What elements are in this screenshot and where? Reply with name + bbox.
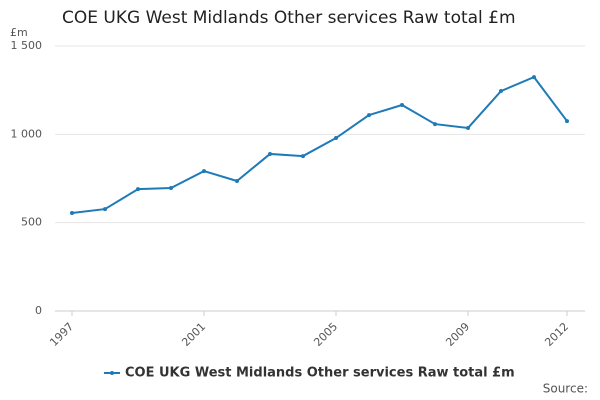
x-tick-label: 2009 [443, 320, 472, 349]
x-tick-label: 2012 [542, 320, 571, 349]
x-tick-label: 2005 [311, 320, 340, 349]
point [136, 187, 140, 192]
legend-marker [110, 371, 114, 375]
point [466, 125, 470, 130]
point [235, 178, 239, 183]
source: Source: [543, 382, 588, 396]
point [70, 210, 74, 215]
y-tick-label: 1 500 [11, 39, 43, 52]
point [268, 151, 272, 156]
line [71, 75, 568, 214]
point [499, 89, 503, 94]
point [433, 122, 437, 127]
x-tick-label: 1997 [47, 320, 76, 349]
y-tick-label: 0 [35, 304, 42, 317]
chart-title: COE UKG West Midlands Other services Raw… [62, 8, 516, 28]
y-tick-label: 500 [21, 216, 42, 229]
point [532, 75, 536, 80]
point [169, 186, 173, 191]
point [400, 103, 404, 108]
point [202, 169, 206, 174]
point [367, 113, 371, 118]
y-unit: £m [10, 26, 28, 39]
point [565, 119, 569, 124]
point [103, 207, 107, 212]
point [334, 136, 338, 141]
x-tick-label: 2001 [179, 320, 208, 349]
y-tick-label: 1 000 [11, 127, 43, 140]
legend-label: COE UKG West Midlands Other services Raw… [125, 366, 515, 381]
point [301, 154, 305, 159]
